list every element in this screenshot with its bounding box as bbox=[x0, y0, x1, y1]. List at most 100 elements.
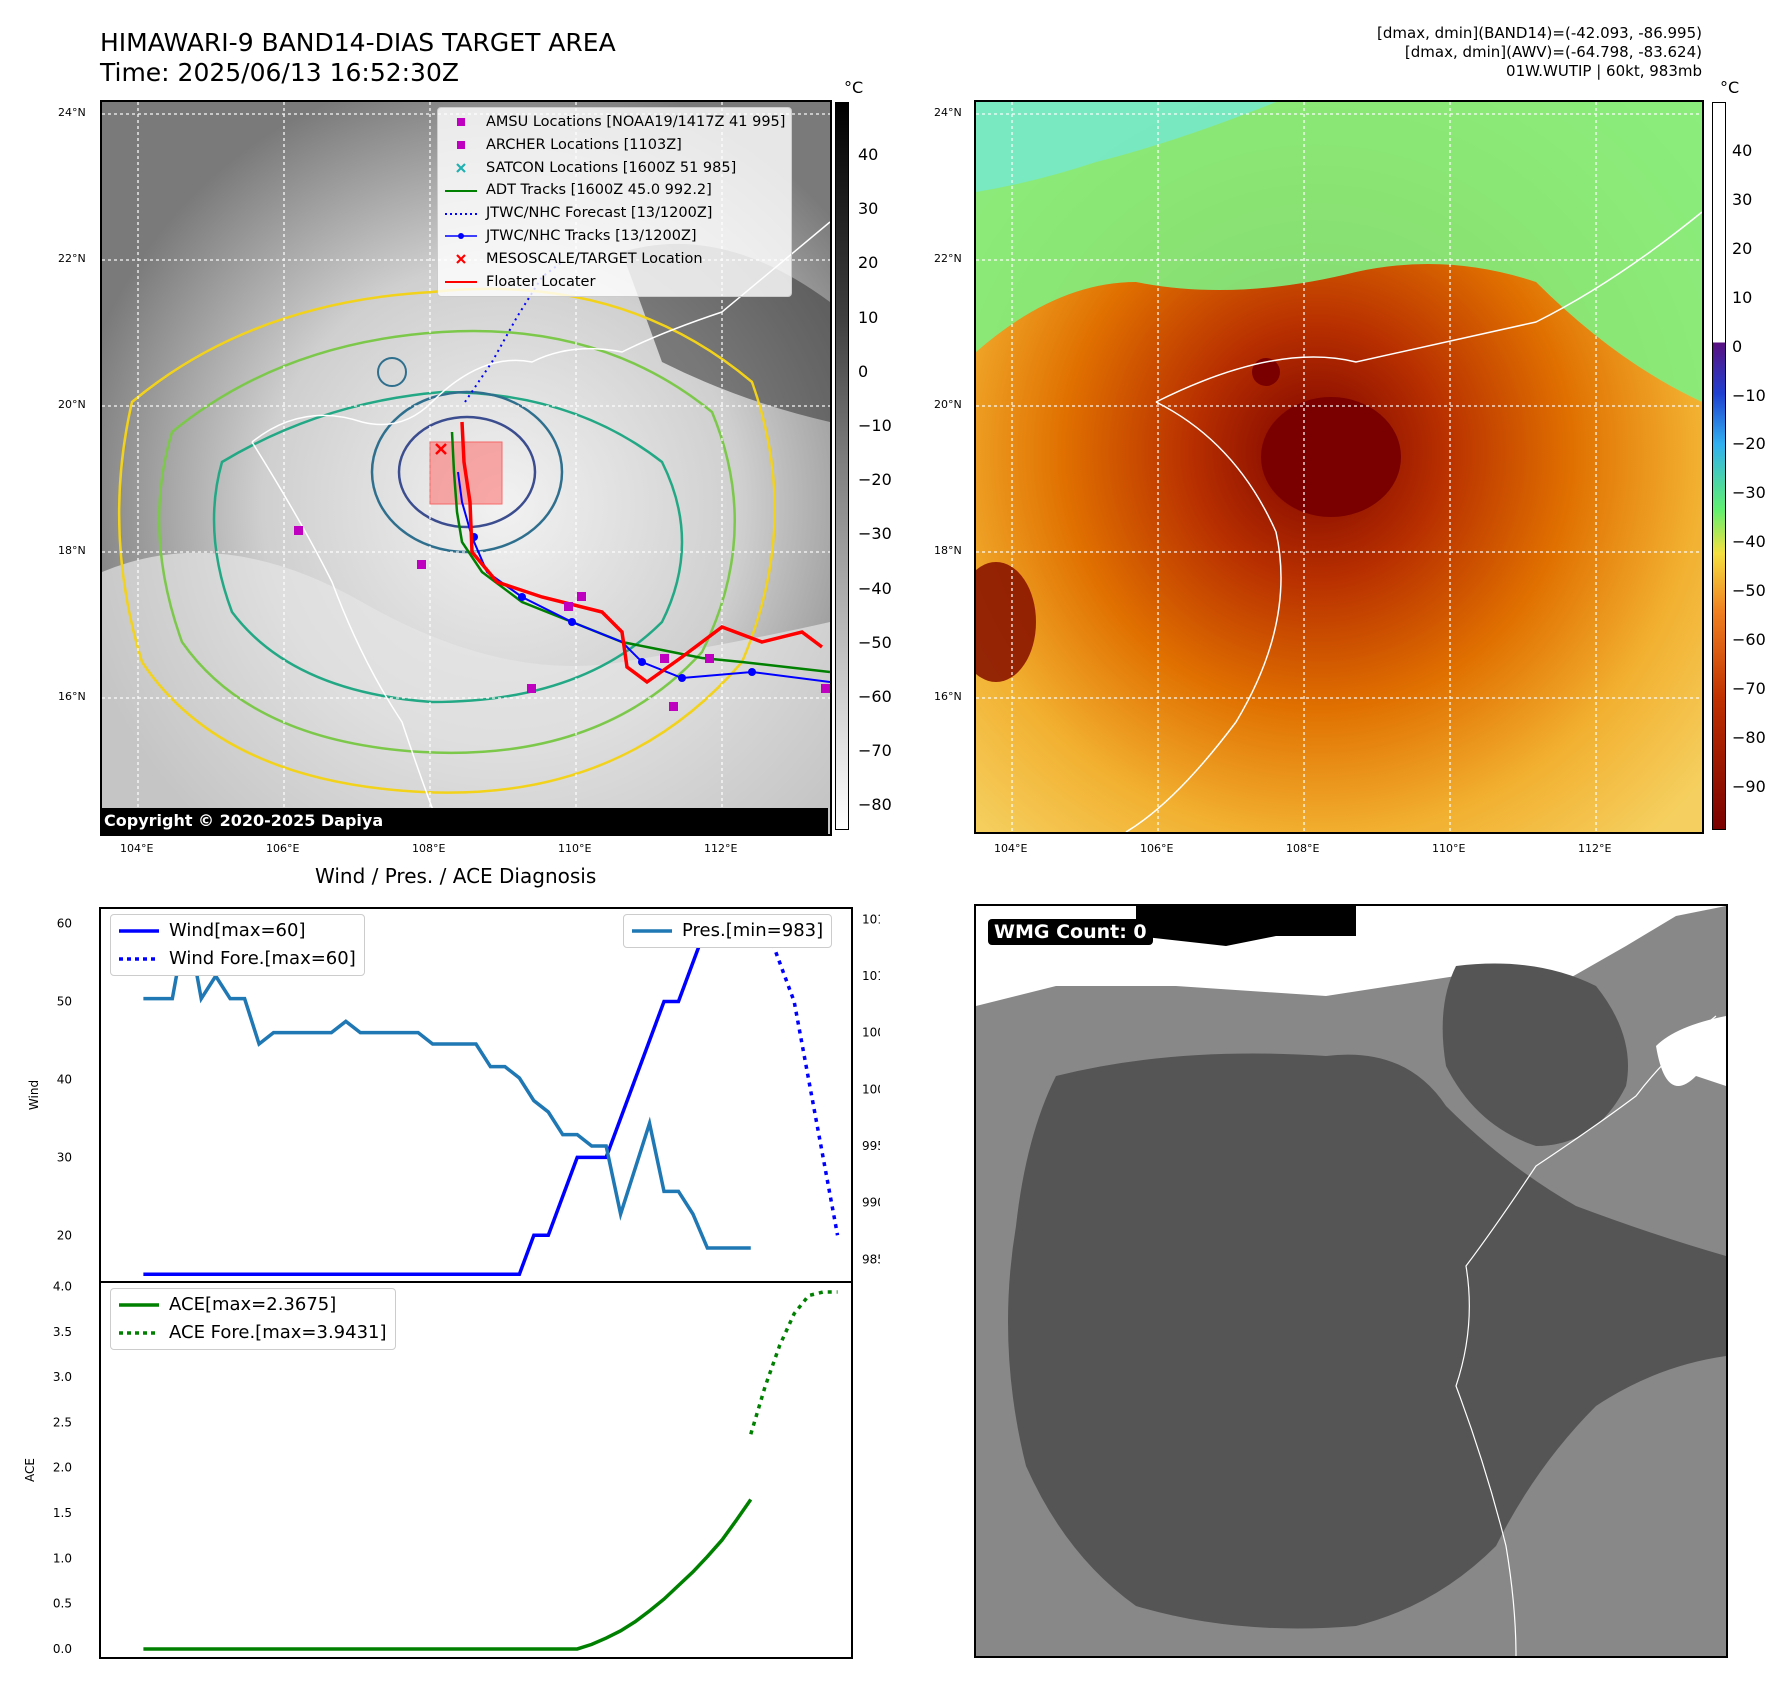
info-line-3: 01W.WUTIP | 60kt, 983mb bbox=[1506, 62, 1702, 80]
wind-tick-label: 60 bbox=[57, 917, 72, 931]
wmg-panel bbox=[974, 904, 1728, 1658]
lat-label: 18°N bbox=[58, 544, 86, 557]
left-colorbar bbox=[835, 102, 849, 830]
colorbar-tick-label: 40 bbox=[858, 145, 879, 164]
lon-label: 110°E bbox=[558, 842, 592, 855]
legend-item-ace: ACE[max=2.3675] bbox=[119, 1291, 387, 1319]
pressure-legend: Pres.[min=983] bbox=[623, 914, 833, 948]
legend-label: Pres.[min=983] bbox=[682, 920, 824, 941]
ace-tick-label: 3.5 bbox=[53, 1325, 72, 1339]
awv-map-image bbox=[976, 102, 1702, 832]
colorbar-tick-label: −80 bbox=[1732, 727, 1766, 747]
colorbar-tick-label: 0 bbox=[858, 361, 869, 381]
ace-tick-label: 2.0 bbox=[53, 1461, 72, 1475]
lat-label: 16°N bbox=[934, 690, 962, 703]
legend-item-ace-forecast: ACE Fore.[max=3.9431] bbox=[119, 1319, 387, 1347]
line-icon bbox=[444, 275, 478, 289]
line-icon bbox=[119, 1303, 159, 1307]
legend-item-jtwc-forecast: JTWC/NHC Forecast [13/1200Z] bbox=[444, 202, 785, 225]
figure-title: HIMAWARI-9 BAND14-DIAS TARGET AREA Time: … bbox=[100, 28, 616, 88]
line-dot-icon bbox=[444, 229, 478, 243]
lat-label: 24°N bbox=[58, 106, 86, 119]
colorbar-tick-label: 40 bbox=[1732, 141, 1753, 160]
pressure-tick-label: 1015 bbox=[862, 912, 880, 926]
lat-label: 24°N bbox=[934, 106, 962, 119]
square-marker-icon bbox=[444, 138, 478, 152]
ace-forecast-line bbox=[749, 1290, 838, 1435]
awv-map-panel bbox=[974, 100, 1704, 834]
lat-label: 20°N bbox=[58, 398, 86, 411]
colorbar-tick-label: −40 bbox=[1732, 532, 1766, 552]
ace-tick-label: 4.0 bbox=[53, 1280, 72, 1294]
right-colorbar bbox=[1712, 102, 1726, 830]
lon-label: 110°E bbox=[1432, 842, 1466, 855]
colorbar-tick-label: 20 bbox=[1732, 238, 1753, 258]
ace-axis-label: ACE bbox=[23, 1458, 37, 1482]
legend-label: JTWC/NHC Tracks [13/1200Z] bbox=[486, 227, 697, 244]
pressure-tick-label: 990 bbox=[862, 1196, 880, 1210]
colorbar-tick-label: −40 bbox=[858, 578, 892, 598]
legend-label: AMSU Locations [NOAA19/1417Z 41 995] bbox=[486, 114, 786, 130]
legend-label: ARCHER Locations [1103Z] bbox=[486, 136, 682, 153]
legend-item-jtwc-tracks: JTWC/NHC Tracks [13/1200Z] bbox=[444, 225, 785, 248]
legend-item-archer: ARCHER Locations [1103Z] bbox=[444, 134, 785, 157]
lon-label: 108°E bbox=[1286, 842, 1320, 855]
legend-item-pressure: Pres.[min=983] bbox=[632, 917, 823, 945]
info-line-2: [dmax, dmin](AWV)=(-64.798, -83.624) bbox=[1404, 43, 1702, 61]
lat-label: 22°N bbox=[58, 252, 86, 265]
pressure-tick-label: 985 bbox=[862, 1252, 880, 1266]
colorbar-tick-label: −60 bbox=[858, 687, 892, 706]
lat-label: 16°N bbox=[58, 690, 86, 703]
pressure-line bbox=[143, 919, 751, 1250]
lon-label: 112°E bbox=[1578, 842, 1612, 855]
ace-panel-frame bbox=[99, 1281, 853, 1659]
map-legend: AMSU Locations [NOAA19/1417Z 41 995] ARC… bbox=[437, 107, 793, 298]
colorbar-tick-label: 20 bbox=[858, 253, 879, 273]
legend-item-floater: Floater Locater bbox=[444, 271, 785, 294]
legend-label: ADT Tracks [1600Z 45.0 992.2] bbox=[486, 182, 712, 199]
legend-label: Wind Fore.[max=60] bbox=[169, 948, 356, 969]
legend-label: MESOSCALE/TARGET Location bbox=[486, 250, 703, 267]
colorbar-tick-label: −10 bbox=[858, 416, 892, 435]
legend-label: JTWC/NHC Forecast [13/1200Z] bbox=[486, 205, 713, 222]
ace-legend: ACE[max=2.3675] ACE Fore.[max=3.9431] bbox=[110, 1288, 396, 1350]
ace-tick-label: 0.5 bbox=[53, 1597, 72, 1611]
ace-tick-label: 1.5 bbox=[53, 1506, 72, 1520]
wind-tick-label: 20 bbox=[57, 1228, 72, 1242]
wind-tick-label: 40 bbox=[57, 1072, 72, 1086]
pressure-tick-label: 1005 bbox=[862, 1026, 880, 1040]
lat-label: 18°N bbox=[934, 544, 962, 557]
lon-label: 106°E bbox=[1140, 842, 1174, 855]
dotted-line-icon bbox=[119, 1331, 159, 1335]
lat-label: 22°N bbox=[934, 252, 962, 265]
info-line-1: [dmax, dmin](BAND14)=(-42.093, -86.995) bbox=[1377, 24, 1702, 42]
colorbar-tick-label: −70 bbox=[1732, 678, 1766, 698]
dotted-line-icon bbox=[444, 207, 478, 221]
legend-item-wind: Wind[max=60] bbox=[119, 917, 356, 945]
lon-label: 104°E bbox=[994, 842, 1028, 855]
legend-item-satcon: SATCON Locations [1600Z 51 985] bbox=[444, 157, 785, 180]
title-line-1: HIMAWARI-9 BAND14-DIAS TARGET AREA bbox=[100, 28, 616, 57]
colorbar-tick-label: −60 bbox=[1732, 630, 1766, 649]
colorbar-tick-label: −50 bbox=[858, 632, 892, 652]
legend-item-wind-forecast: Wind Fore.[max=60] bbox=[119, 945, 356, 973]
line-icon bbox=[444, 184, 478, 198]
right-colorbar-unit: °C bbox=[1720, 78, 1740, 97]
colorbar-tick-label: 30 bbox=[858, 199, 879, 219]
colorbar-tick-label: −10 bbox=[1732, 385, 1766, 405]
lon-label: 104°E bbox=[120, 842, 154, 855]
lon-label: 112°E bbox=[704, 842, 738, 855]
left-colorbar-unit: °C bbox=[844, 78, 864, 97]
legend-label: ACE Fore.[max=3.9431] bbox=[169, 1322, 387, 1343]
legend-label: Floater Locater bbox=[486, 273, 596, 290]
lon-label: 108°E bbox=[412, 842, 446, 855]
wmg-count-badge: WMG Count: 0 bbox=[988, 919, 1153, 945]
wind-tick-label: 30 bbox=[57, 1150, 72, 1164]
wind-legend: Wind[max=60] Wind Fore.[max=60] bbox=[110, 914, 365, 976]
ace-line bbox=[143, 1498, 753, 1651]
wmg-image bbox=[976, 906, 1726, 1656]
colorbar-tick-label: −30 bbox=[1732, 483, 1766, 503]
wind-line bbox=[143, 921, 751, 1276]
